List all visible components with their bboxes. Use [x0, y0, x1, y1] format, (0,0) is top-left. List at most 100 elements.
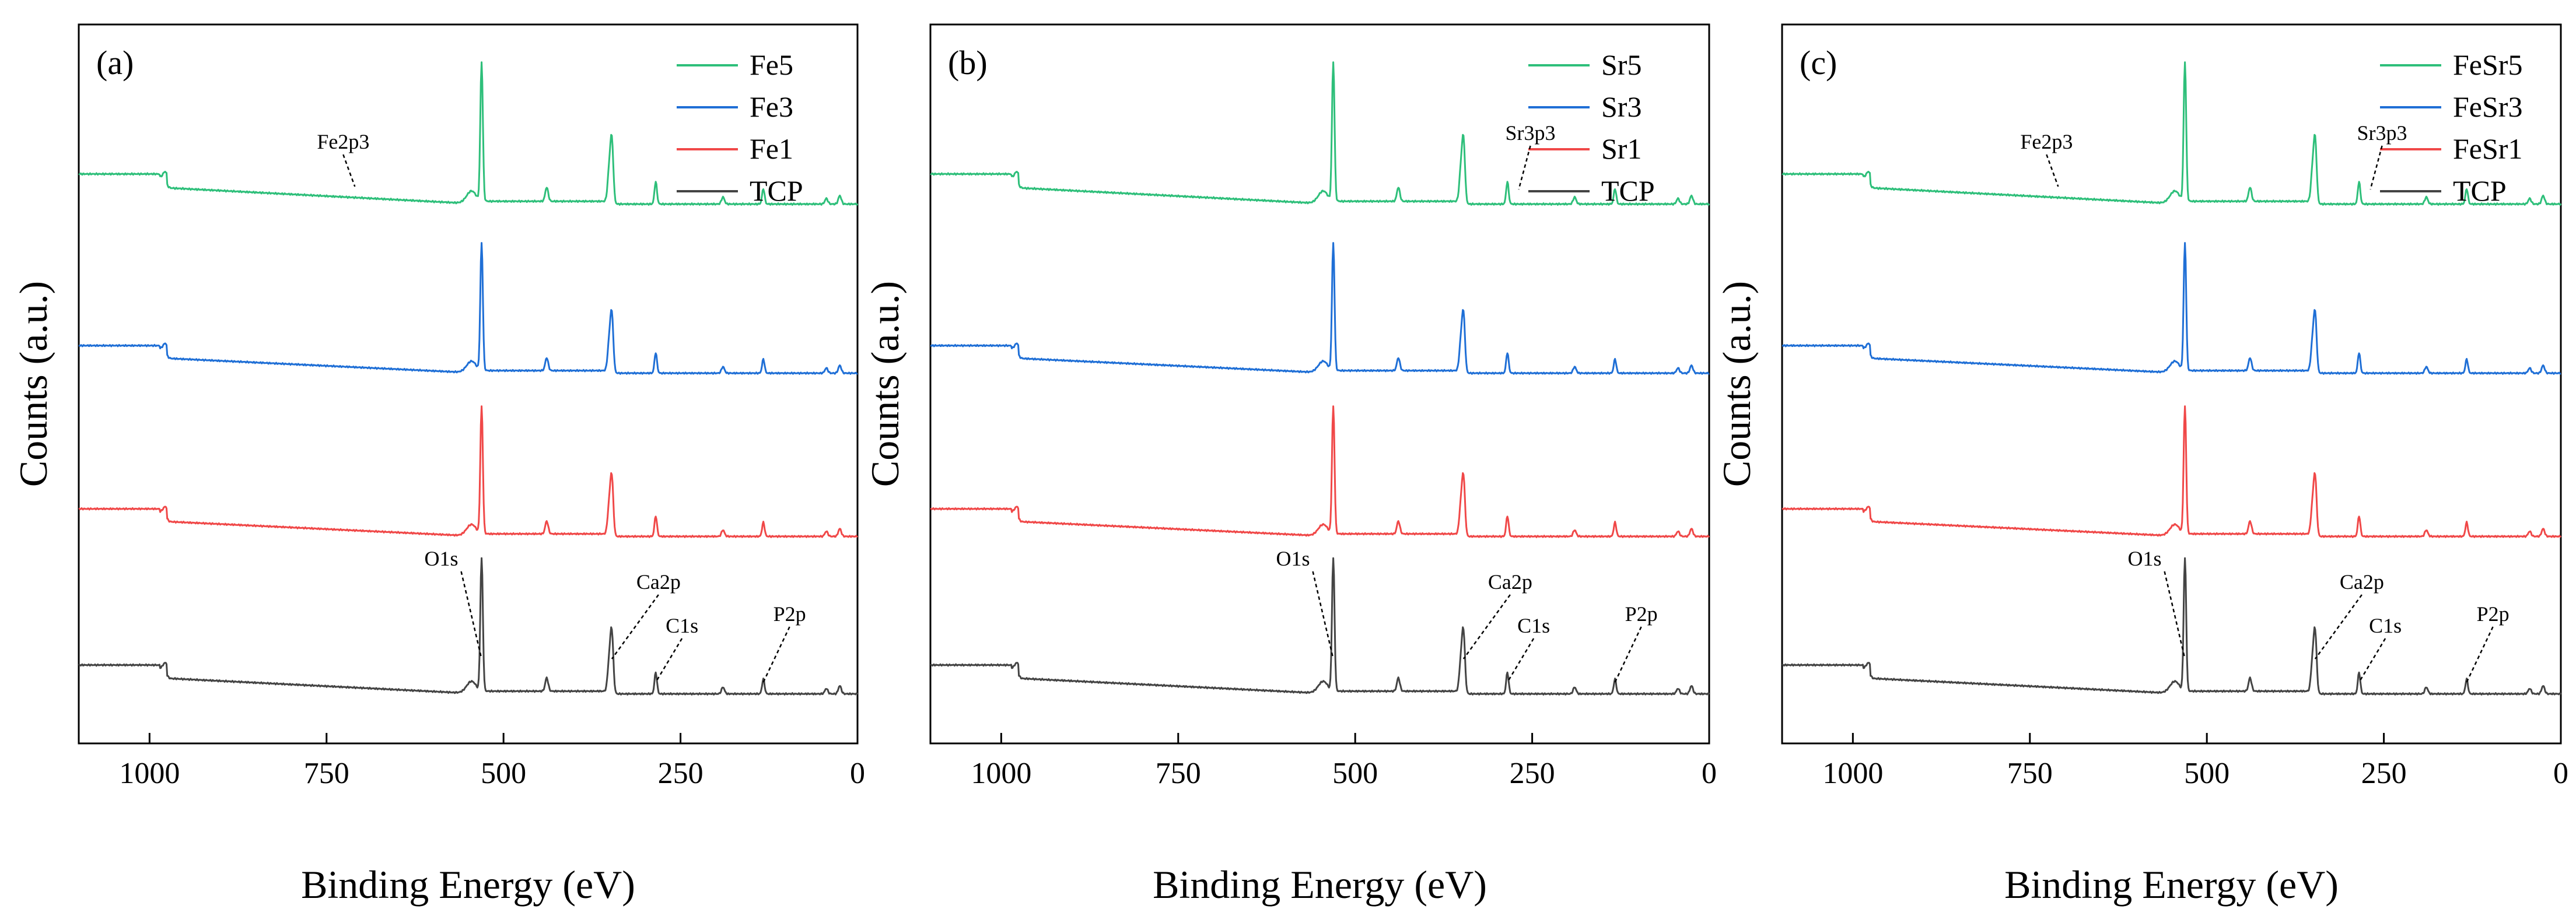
annotation-arrow: [1614, 626, 1642, 683]
x-tick-label: 1000: [119, 757, 180, 790]
legend-label-tcp: TCP: [750, 174, 803, 207]
annotation-arrow: [655, 638, 683, 683]
annotation-label: Sr3p3: [1506, 121, 1556, 145]
legend-label-sr1: Sr1: [1601, 132, 1642, 165]
annotation-arrow: [1518, 145, 1531, 190]
x-tick-label: 750: [1156, 757, 1201, 790]
annotation-label: P2p: [2477, 602, 2510, 626]
series-line-fe1: [78, 405, 859, 538]
legend: Fe5 Fe3 Fe1 TCP: [677, 48, 803, 207]
annotation-arrow: [1312, 571, 1334, 659]
legend: Sr5 Sr3 Sr1 TCP: [1528, 48, 1655, 207]
annotation-ca2p: Ca2p: [2314, 570, 2384, 659]
legend-label-sr3: Sr3: [1601, 90, 1642, 123]
x-tick-label: 0: [1702, 757, 1717, 790]
annotation-label: Ca2p: [1488, 570, 1532, 594]
annotation-p2p: P2p: [1614, 602, 1658, 683]
series-line-fesr5: [1782, 61, 2562, 206]
series-line-fe5: [78, 61, 859, 206]
legend-label-fesr3: FeSr3: [2453, 90, 2522, 123]
annotation-sr3p3: Sr3p3: [2357, 121, 2407, 190]
series-line-sr1: [930, 405, 1710, 538]
annotation-arrow: [2314, 594, 2362, 659]
series-line-sr5: [930, 61, 1710, 206]
panel-label: (a): [96, 44, 134, 82]
annotation-o1s: O1s: [1276, 547, 1334, 659]
annotation-c1s: C1s: [1507, 614, 1550, 683]
annotation-arrow: [2358, 638, 2386, 683]
annotation-arrow: [1507, 638, 1535, 683]
x-tick-label: 500: [481, 757, 526, 790]
annotation-label: C1s: [666, 614, 698, 637]
x-tick-label: 250: [2361, 757, 2407, 790]
x-tick-label: 750: [2007, 757, 2053, 790]
annotation-arrow: [2370, 145, 2383, 190]
annotation-sr3p3: Sr3p3: [1506, 121, 1556, 190]
x-tick-label: 500: [2184, 757, 2230, 790]
annotation-label: Fe2p3: [2020, 130, 2073, 153]
annotation-arrow: [2466, 626, 2494, 683]
annotation-p2p: P2p: [762, 602, 806, 683]
series-line-fe3: [78, 242, 858, 375]
legend-label-fesr1: FeSr1: [2453, 132, 2522, 165]
x-tick-label: 0: [850, 757, 865, 790]
x-tick-label: 250: [1510, 757, 1555, 790]
panel-a: 1000 750 500 250 0 Binding Energy (eV) Counts …: [11, 23, 865, 907]
annotation-fe2p3: Fe2p3: [317, 130, 369, 187]
plot-frame: [929, 23, 1710, 745]
annotation-label: C1s: [2369, 614, 2402, 637]
legend-label-fesr5: FeSr5: [2453, 48, 2522, 81]
annotation-arrow: [1462, 594, 1511, 659]
legend-label-tcp: TCP: [1601, 174, 1655, 207]
annotation-label: O1s: [1276, 547, 1310, 570]
legend-label-fe5: Fe5: [750, 48, 793, 81]
annotation-ca2p: Ca2p: [611, 570, 681, 659]
series-line-sr3: [930, 242, 1710, 375]
x-axis-title: Binding Energy (eV): [1153, 862, 1487, 907]
x-axis-title: Binding Energy (eV): [2004, 862, 2339, 907]
annotation-c1s: C1s: [2358, 614, 2402, 683]
annotation-label: O1s: [425, 547, 459, 570]
annotation-arrow: [342, 154, 356, 187]
x-tick-label: 1000: [1822, 757, 1883, 790]
panel-b: 1000 750 500 250 0 Binding Energy (eV) Counts …: [863, 23, 1717, 907]
legend-label-tcp: TCP: [2453, 174, 2507, 207]
x-tick-label: 750: [304, 757, 349, 790]
annotation-ca2p: Ca2p: [1462, 570, 1532, 659]
series-line-fesr1: [1782, 405, 2562, 538]
annotation-o1s: O1s: [425, 547, 482, 659]
panel-label: (b): [948, 44, 988, 82]
plot-frame: [78, 23, 859, 745]
legend-label-fe3: Fe3: [750, 90, 793, 123]
legend: FeSr5 FeSr3 FeSr1 TCP: [2380, 48, 2522, 207]
y-axis-title: Counts (a.u.): [863, 281, 907, 487]
series-line-tcp: [930, 557, 1710, 696]
series-line-tcp: [1782, 557, 2562, 696]
annotation-label: O1s: [2128, 547, 2162, 570]
annotation-label: P2p: [1625, 602, 1658, 626]
x-tick-label: 1000: [971, 757, 1031, 790]
x-tick-label: 250: [658, 757, 704, 790]
annotation-label: Ca2p: [2340, 570, 2384, 594]
series-line-tcp: [78, 557, 859, 696]
plot-frame: [1781, 23, 2562, 745]
annotation-fe2p3: Fe2p3: [2020, 130, 2073, 187]
series-line-fesr3: [1782, 242, 2561, 375]
x-axis-title: Binding Energy (eV): [301, 862, 635, 907]
panel-c: 1000 750 500 250 0 Binding Energy (eV) Counts …: [1714, 23, 2568, 907]
annotation-arrow: [611, 594, 659, 659]
annotation-label: Sr3p3: [2357, 121, 2407, 145]
legend-label-sr5: Sr5: [1601, 48, 1642, 81]
y-axis-title: Counts (a.u.): [11, 281, 55, 487]
annotation-o1s: O1s: [2128, 547, 2186, 659]
annotation-label: Fe2p3: [317, 130, 369, 153]
annotation-arrow: [2046, 154, 2059, 187]
annotation-label: P2p: [774, 602, 806, 626]
annotation-arrow: [2164, 571, 2186, 659]
annotation-label: C1s: [1517, 614, 1550, 637]
x-tick-label: 0: [2553, 757, 2568, 790]
legend-label-fe1: Fe1: [750, 132, 793, 165]
y-axis-title: Counts (a.u.): [1714, 281, 1759, 487]
annotation-label: Ca2p: [636, 570, 681, 594]
